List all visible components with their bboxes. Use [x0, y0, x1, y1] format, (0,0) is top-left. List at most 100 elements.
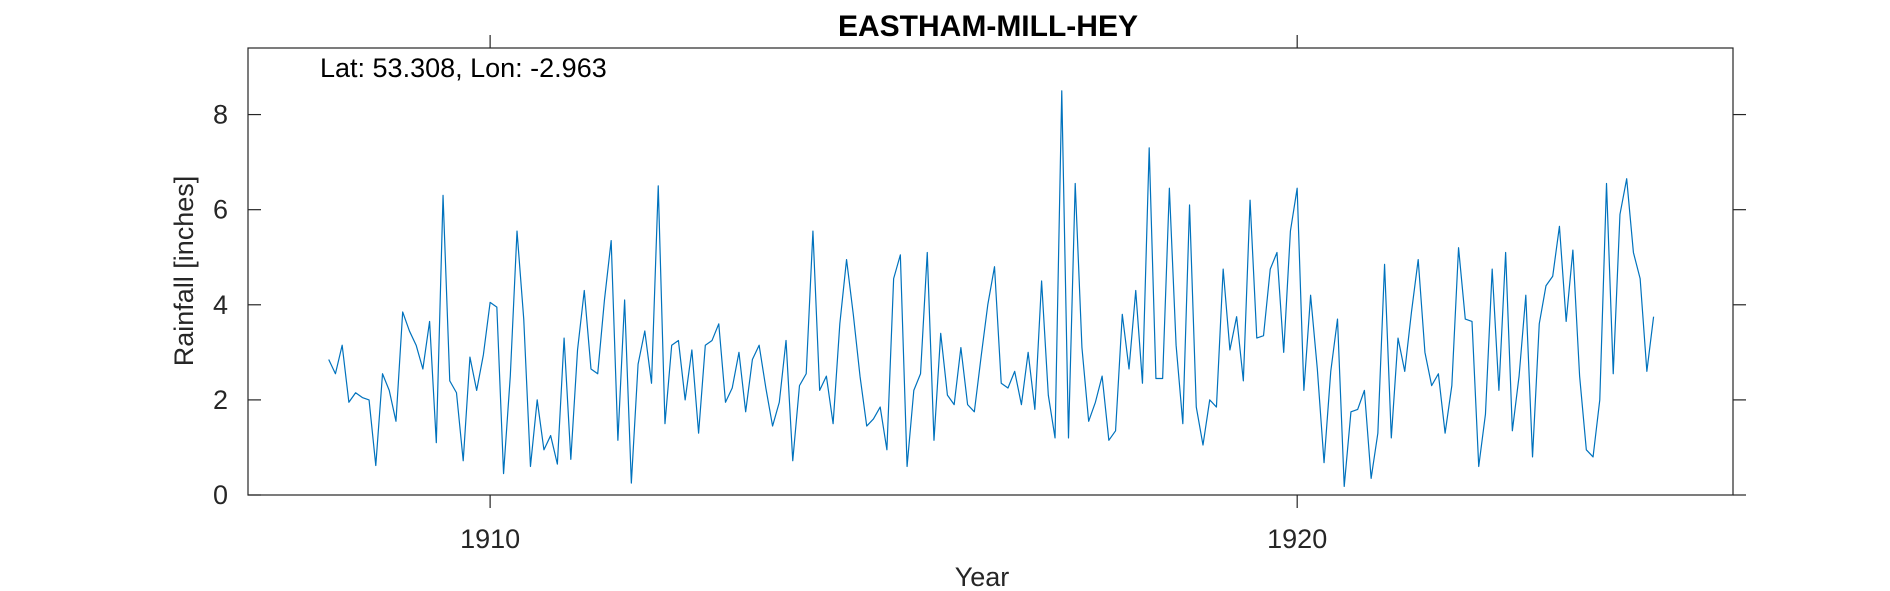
data-point: [806, 373, 807, 374]
x-tick-label: 1910: [460, 524, 520, 554]
data-point: [1223, 269, 1224, 270]
data-point: [597, 373, 598, 374]
data-point: [1175, 345, 1176, 346]
data-point: [1613, 373, 1614, 374]
data-point: [1149, 147, 1150, 148]
data-point: [436, 442, 437, 443]
data-point: [1350, 411, 1351, 412]
data-point: [698, 433, 699, 434]
data-point: [637, 364, 638, 365]
data-point: [1048, 395, 1049, 396]
data-point: [1478, 466, 1479, 467]
data-point: [617, 440, 618, 441]
y-tick-label: 8: [213, 100, 228, 130]
data-point: [873, 418, 874, 419]
data-point: [765, 387, 766, 388]
data-point: [900, 254, 901, 255]
data-point: [920, 373, 921, 374]
data-point: [1445, 433, 1446, 434]
data-point: [1424, 352, 1425, 353]
data-point: [1303, 390, 1304, 391]
data-point: [1344, 486, 1345, 487]
data-point: [496, 307, 497, 308]
data-point: [987, 304, 988, 305]
data-point: [711, 340, 712, 341]
y-tick-label: 4: [213, 290, 228, 320]
data-point: [1169, 188, 1170, 189]
data-point: [1041, 280, 1042, 281]
data-point: [1162, 378, 1163, 379]
data-point: [1337, 318, 1338, 319]
data-point: [853, 314, 854, 315]
data-point: [1492, 269, 1493, 270]
data-point: [1646, 371, 1647, 372]
data-point: [442, 195, 443, 196]
axis-ticks: [248, 35, 1746, 508]
data-point: [947, 395, 948, 396]
data-point: [429, 321, 430, 322]
data-point: [1202, 444, 1203, 445]
data-point: [1411, 311, 1412, 312]
data-point: [1364, 390, 1365, 391]
data-point: [355, 392, 356, 393]
data-point: [402, 311, 403, 312]
data-point: [342, 345, 343, 346]
data-point: [328, 359, 329, 360]
data-point: [1317, 368, 1318, 369]
data-point: [1518, 376, 1519, 377]
data-point: [1270, 269, 1271, 270]
data-point: [523, 318, 524, 319]
data-point: [389, 390, 390, 391]
data-point: [685, 399, 686, 400]
data-point: [1142, 383, 1143, 384]
data-point: [584, 290, 585, 291]
data-point: [1397, 337, 1398, 338]
data-point: [1391, 437, 1392, 438]
axis-tick-labels: 0 2 4 6 8 1910 1920: [213, 100, 1327, 554]
x-axis-label: Year: [955, 562, 1010, 591]
data-point: [409, 330, 410, 331]
data-point: [678, 340, 679, 341]
data-point: [456, 392, 457, 393]
data-point: [1189, 204, 1190, 205]
data-point: [658, 185, 659, 186]
data-point: [1243, 380, 1244, 381]
data-point: [1021, 404, 1022, 405]
data-point: [1438, 373, 1439, 374]
data-point: [819, 390, 820, 391]
data-point: [880, 406, 881, 407]
data-point: [980, 357, 981, 358]
data-point: [1431, 385, 1432, 386]
data-point: [631, 483, 632, 484]
data-point: [1196, 406, 1197, 407]
data-point: [590, 368, 591, 369]
data-point: [994, 266, 995, 267]
data-point: [1559, 226, 1560, 227]
data-point: [469, 357, 470, 358]
plot-frame: [247, 47, 1734, 496]
data-point: [550, 435, 551, 436]
data-point: [348, 402, 349, 403]
data-point: [1498, 390, 1499, 391]
data-point: [1108, 440, 1109, 441]
data-point: [1122, 314, 1123, 315]
data-point: [1034, 409, 1035, 410]
data-point: [812, 230, 813, 231]
data-point: [1606, 183, 1607, 184]
data-point: [671, 345, 672, 346]
data-point: [1330, 371, 1331, 372]
y-tick-label: 6: [213, 195, 228, 225]
data-point: [1323, 462, 1324, 463]
data-point: [705, 345, 706, 346]
data-point: [362, 397, 363, 398]
data-point: [476, 390, 477, 391]
data-point: [1068, 437, 1069, 438]
data-point: [1633, 252, 1634, 253]
data-point: [954, 404, 955, 405]
data-point: [1290, 230, 1291, 231]
data-point: [1182, 423, 1183, 424]
data-point: [1451, 385, 1452, 386]
data-point: [651, 383, 652, 384]
data-point: [543, 449, 544, 450]
data-point: [745, 411, 746, 412]
